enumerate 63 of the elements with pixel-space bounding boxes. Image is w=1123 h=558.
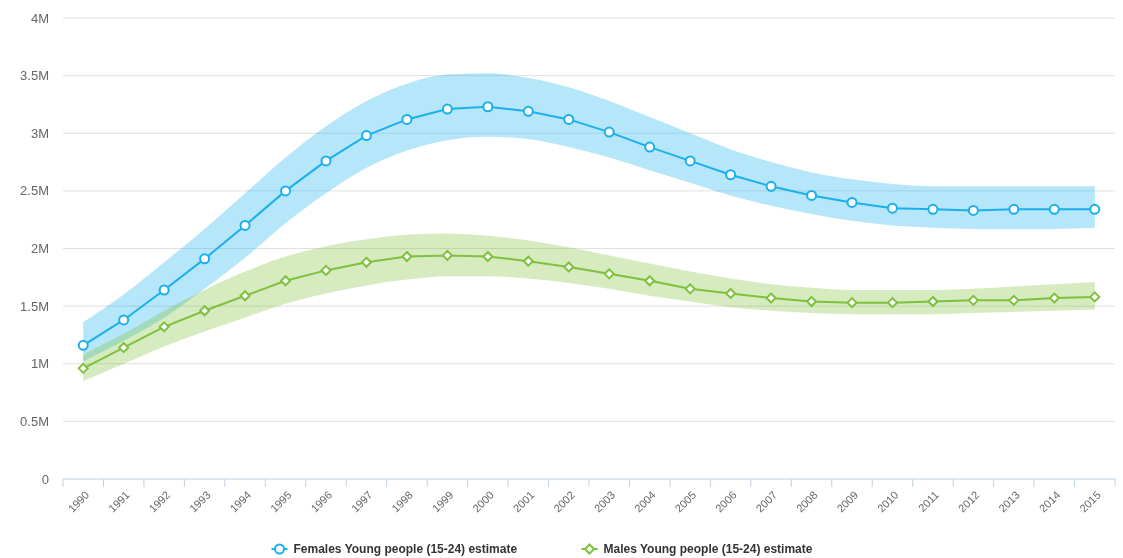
point [482,101,494,113]
point [239,290,251,302]
y-tick-label: 1M [30,356,49,372]
point [77,339,89,351]
point [1089,203,1101,215]
point [360,256,372,268]
y-tick-label: 0 [41,471,49,487]
point [320,155,332,167]
point [1048,203,1060,215]
point [886,202,898,214]
point [199,253,211,265]
point [522,255,534,267]
y-tick-label: 3.5M [20,68,49,84]
point [563,261,575,273]
point [401,113,413,125]
legend-label: Females Young people (15-24) estimate [293,542,518,557]
point [886,297,898,309]
point [644,141,656,153]
point [1048,292,1060,304]
point [118,342,130,354]
y-tick-label: 3M [30,125,49,141]
point [684,283,696,295]
y-tick-label: 4M [30,10,49,26]
point [482,251,494,263]
y-tick-label: 0.5M [20,413,49,429]
point [522,105,534,117]
point [280,275,292,287]
point [118,314,130,326]
point [765,292,777,304]
point [158,284,170,296]
point [927,203,939,215]
point [441,249,453,261]
point [806,296,818,308]
point [806,189,818,201]
point [239,219,251,231]
point [927,296,939,308]
point [846,196,858,208]
y-tick-label: 2.5M [20,183,49,199]
point [684,155,696,167]
point [644,275,656,287]
point [320,264,332,276]
point [1089,291,1101,303]
point [725,169,737,181]
point [603,268,615,280]
point [725,287,737,299]
y-tick-label: 2M [30,241,49,257]
point [77,362,89,374]
point [603,126,615,138]
point [199,305,211,317]
point [360,130,372,142]
point [967,294,979,306]
point [280,185,292,197]
point [967,204,979,216]
point [401,251,413,263]
point [441,103,453,115]
y-tick-label: 1.5M [20,298,49,314]
point [846,297,858,309]
point [765,180,777,192]
point [1008,203,1020,215]
point [563,113,575,125]
point [1008,294,1020,306]
legend-label: Males Young people (15-24) estimate [603,542,813,557]
point [158,321,170,333]
